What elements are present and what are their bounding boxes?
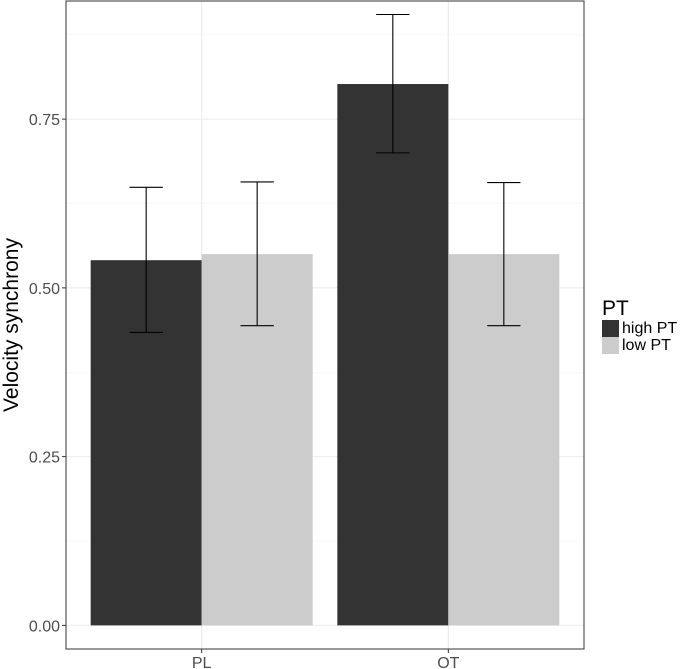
y-tick-label: 0.75	[29, 112, 60, 129]
x-axis: PL OT	[192, 649, 460, 669]
y-tick-label: 0.00	[29, 618, 60, 635]
legend-key-low-PT	[602, 337, 619, 354]
y-tick-label: 0.25	[29, 450, 60, 467]
y-tick-label: 0.50	[29, 281, 60, 298]
legend-label: low PT	[622, 337, 671, 354]
y-axis: 0.00 0.25 0.50 0.75	[29, 112, 66, 635]
y-axis-title: Velocity synchrony	[0, 238, 23, 412]
error-bars	[129, 13, 521, 333]
x-tick-label: PL	[192, 655, 212, 669]
x-tick-label: OT	[437, 655, 459, 669]
legend-label: high PT	[622, 320, 677, 337]
legend-title: PT	[602, 297, 629, 320]
panel-border	[65, 0, 585, 650]
legend-key-high-PT	[602, 320, 619, 337]
bar-OT-high-PT	[337, 84, 449, 626]
